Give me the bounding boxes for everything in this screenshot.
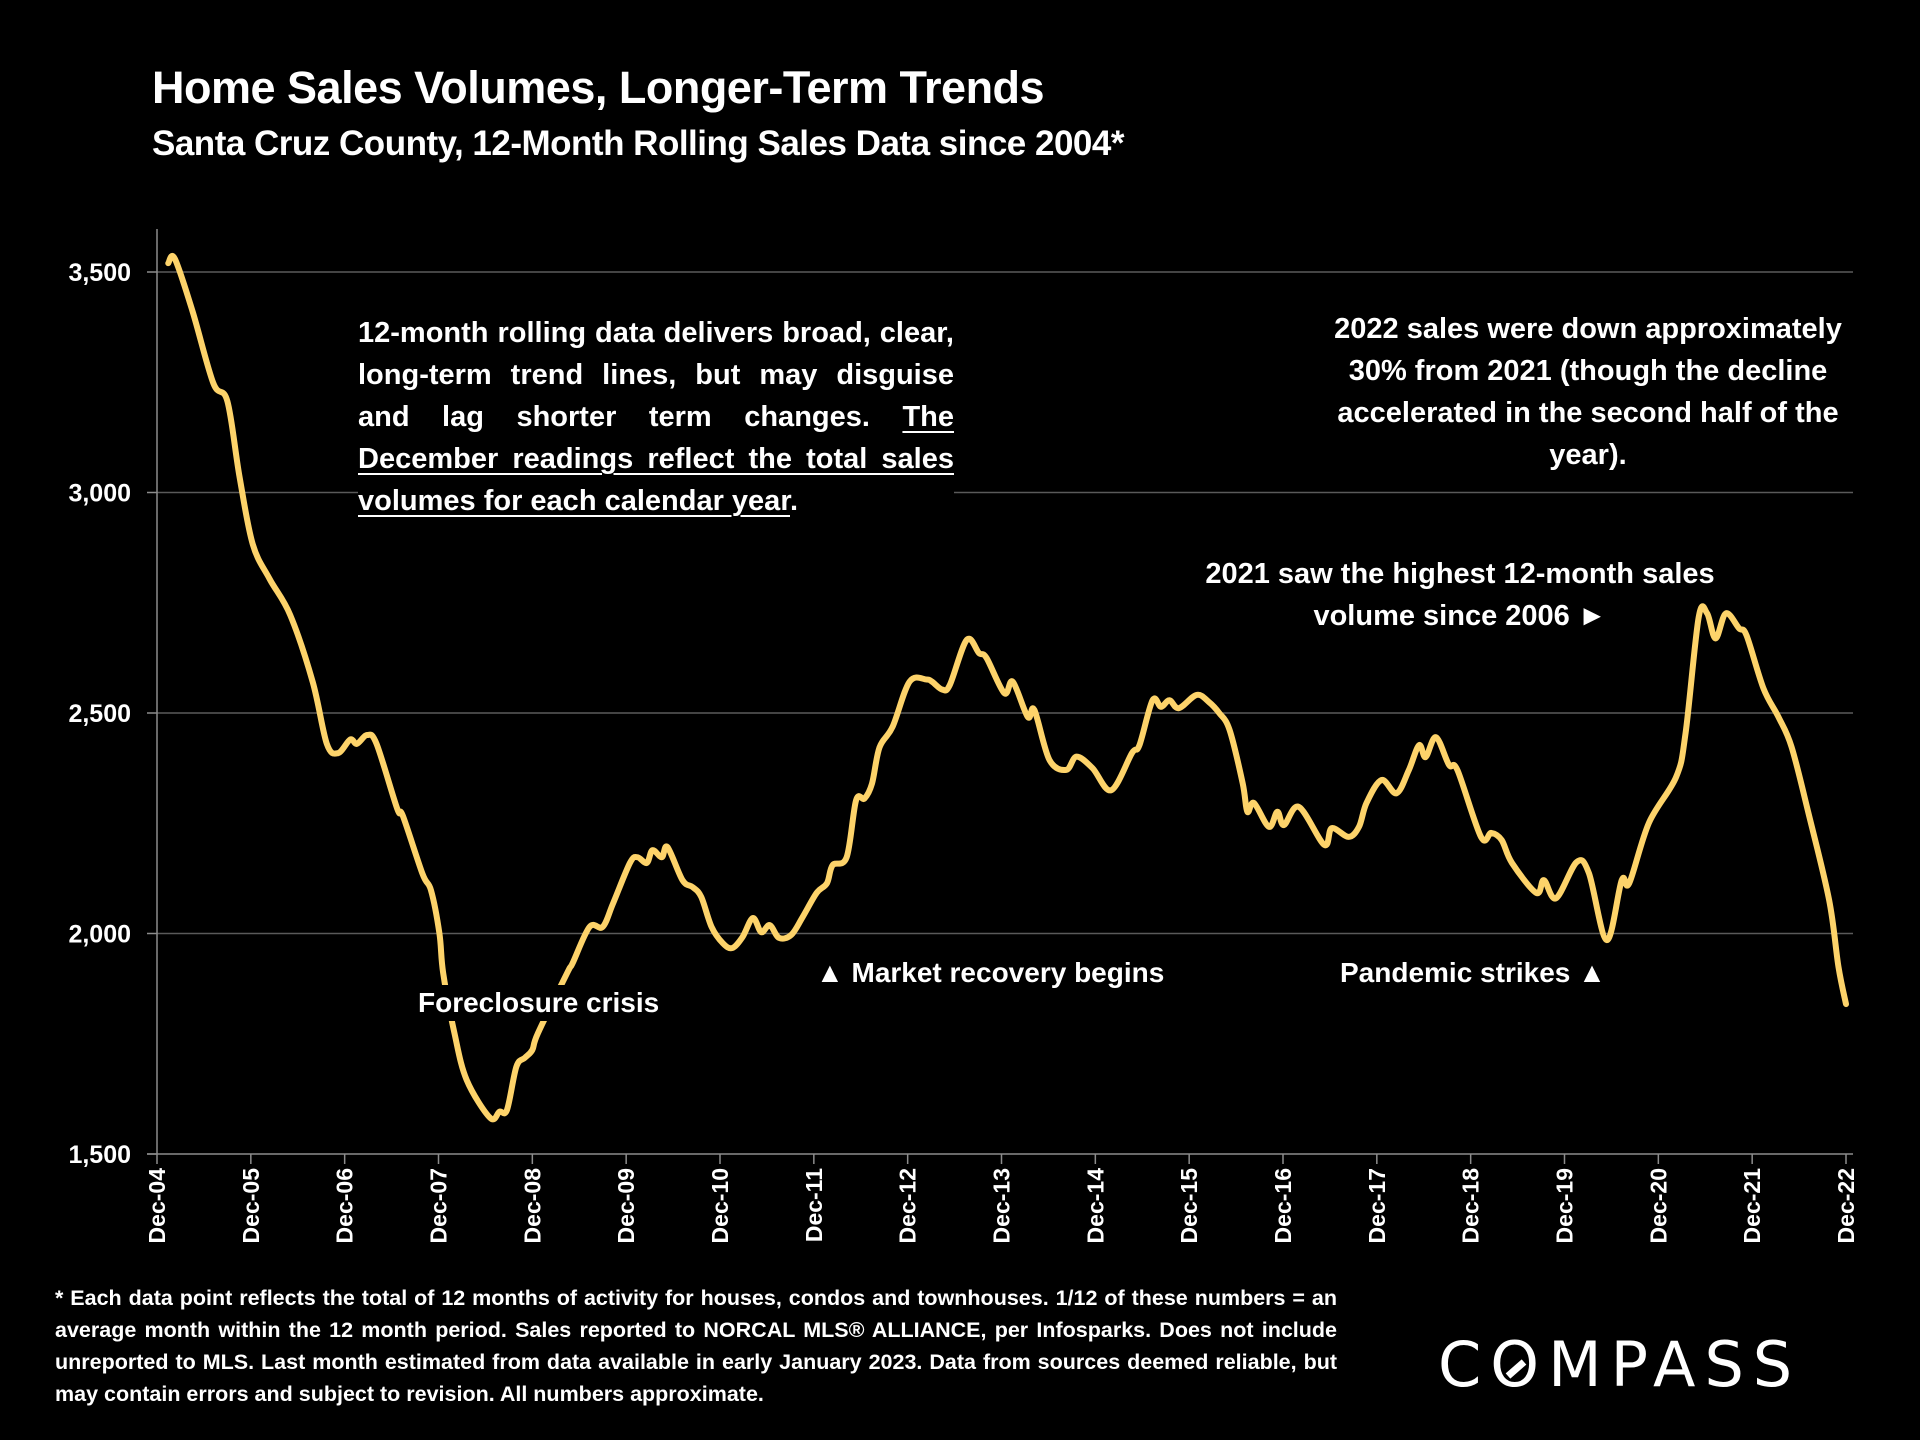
logo-o-glyph: O: [1490, 1328, 1549, 1401]
x-tick-label: Dec-22: [1833, 1168, 1859, 1243]
compass-slash-icon: [1505, 1359, 1527, 1379]
x-tick-label: Dec-19: [1552, 1168, 1578, 1243]
x-tick-label: Dec-18: [1458, 1168, 1484, 1244]
y-tick-label: 2,500: [68, 700, 131, 728]
foreclosure-crisis-label: Foreclosure crisis: [414, 985, 664, 1021]
x-tick-label: Dec-06: [332, 1168, 358, 1243]
rolling-data-note: 12-month rolling data delivers broad, cl…: [358, 312, 954, 522]
axes: [147, 229, 1853, 1155]
rolling-note-underlined: The December readings reflect the total …: [358, 401, 954, 517]
y-tick-label: 3,000: [68, 480, 131, 508]
rolling-note-text: 12-month rolling data delivers broad, cl…: [358, 317, 954, 433]
chart-title: Home Sales Volumes, Longer-Term Trends: [152, 62, 1045, 113]
x-tick-label: Dec-09: [613, 1168, 639, 1243]
decline-note: 2022 sales were down approximately 30% f…: [1334, 313, 1842, 471]
x-tick-label: Dec-15: [1176, 1168, 1202, 1244]
chart-subtitle: Santa Cruz County, 12-Month Rolling Sale…: [152, 124, 1124, 163]
x-tick-label: Dec-17: [1364, 1168, 1390, 1243]
footnote: * Each data point reflects the total of …: [55, 1286, 1337, 1406]
peak-2021-note: 2021 saw the highest 12-month sales volu…: [1205, 558, 1715, 632]
pandemic-strikes-label: Pandemic strikes ▲: [1340, 957, 1606, 988]
x-tick-label: Dec-08: [519, 1168, 545, 1244]
x-tick-label: Dec-11: [801, 1168, 827, 1242]
x-tick-label: Dec-14: [1082, 1168, 1108, 1244]
series-line-home-sales: [165, 252, 1849, 1123]
logo-letters-mpass: MPASS: [1548, 1328, 1802, 1401]
rolling-note-end: .: [790, 485, 799, 517]
y-axis-ticks: 1,500 2,000 2,500 3,000 3,500: [68, 259, 157, 1169]
logo-letter-o: O: [1490, 1328, 1548, 1401]
y-tick-label: 1,500: [68, 1141, 131, 1169]
x-tick-label: Dec-21: [1739, 1168, 1765, 1244]
y-tick-label: 2,000: [68, 921, 131, 949]
logo-letter-c: C: [1438, 1328, 1491, 1401]
market-recovery-label: ▲ Market recovery begins: [816, 957, 1165, 988]
x-tick-label: Dec-10: [707, 1168, 733, 1243]
x-tick-label: Dec-07: [426, 1168, 452, 1243]
x-tick-label: Dec-05: [238, 1168, 264, 1244]
x-axis-ticks: Dec-04 Dec-05 Dec-06 Dec-07 Dec-08 Dec-09 Dec-…: [144, 1154, 1859, 1243]
x-tick-label: Dec-04: [144, 1168, 170, 1244]
x-tick-label: Dec-13: [989, 1168, 1015, 1243]
x-tick-label: Dec-12: [895, 1168, 921, 1243]
y-tick-label: 3,500: [68, 259, 131, 287]
compass-logo: CO MPASS: [1438, 1328, 1801, 1401]
x-tick-label: Dec-20: [1645, 1168, 1671, 1243]
x-tick-label: Dec-16: [1270, 1168, 1296, 1243]
